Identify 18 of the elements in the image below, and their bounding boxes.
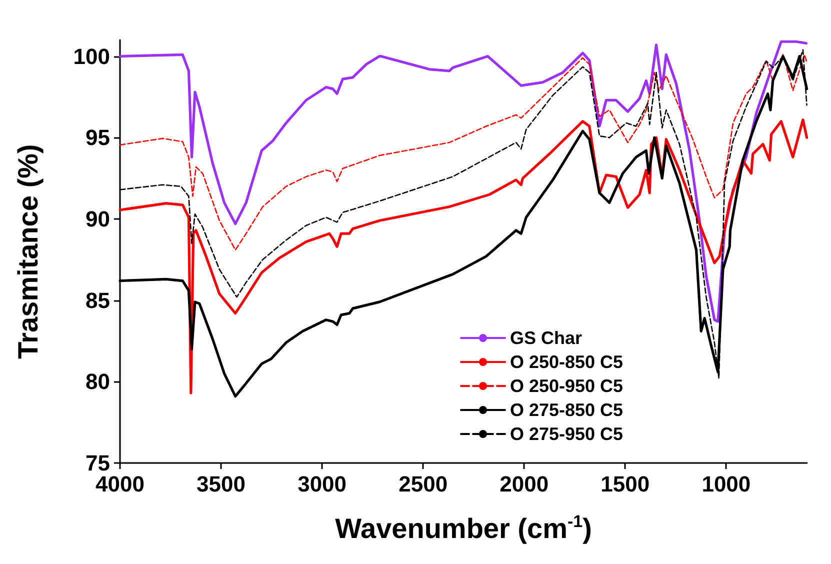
x-tick-label: 2500: [398, 472, 448, 496]
y-tick-label: 80: [86, 369, 110, 394]
legend-label: O 275-850 C5: [510, 400, 624, 420]
x-tick-label: 3000: [298, 472, 347, 496]
x-tick-label: 3500: [196, 472, 246, 496]
y-axis-title: Trasmitance (%): [12, 144, 44, 359]
x-tick-label: 1000: [702, 472, 751, 496]
legend-label: GS Char: [510, 328, 582, 348]
line-series: [119, 54, 808, 251]
legend-label: O 250-850 C5: [510, 352, 624, 372]
x-tick-label: 2000: [500, 472, 549, 496]
legend-label: O 275-950 C5: [510, 424, 624, 444]
x-tick-label: 1500: [600, 472, 650, 496]
y-tick-label: 95: [86, 125, 110, 150]
y-tick-label: 100: [73, 44, 110, 69]
y-tick-label: 90: [86, 206, 110, 232]
legend-label: O 250-950 C5: [510, 376, 624, 396]
y-tick-label: 85: [86, 288, 110, 313]
